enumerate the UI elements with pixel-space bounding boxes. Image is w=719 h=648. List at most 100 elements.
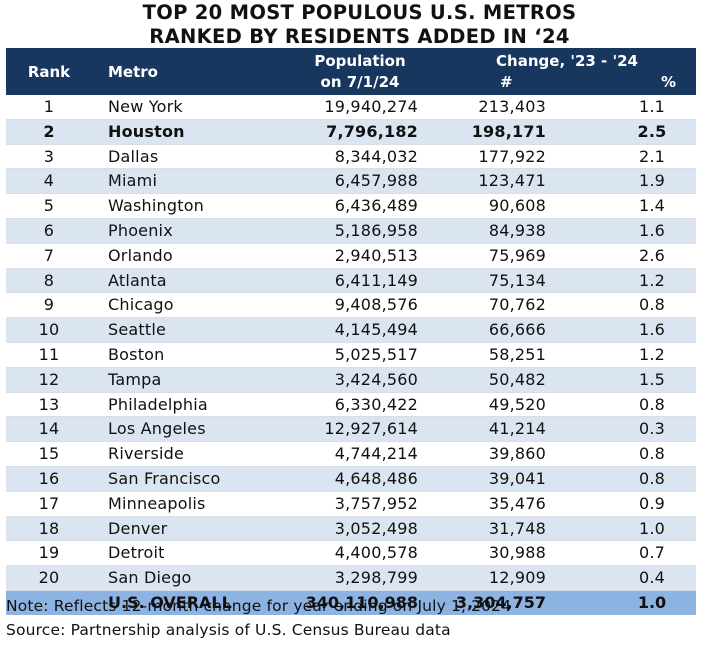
population-cell: 3,298,799: [282, 565, 438, 591]
population-cell: 9,408,576: [282, 292, 438, 319]
rank-cell: 16: [6, 466, 92, 492]
table-row: 16 San Francisco 4,648,486 39,041 0.8: [6, 466, 697, 492]
total-pct-cell: 1.0: [578, 590, 697, 615]
header-change-num: #: [500, 72, 513, 91]
title-line-1: TOP 20 MOST POPULOUS U.S. METROS: [142, 1, 577, 24]
rank-cell: 3: [6, 144, 92, 170]
rank-cell: 8: [6, 268, 92, 294]
population-cell: 6,457,988: [282, 168, 438, 195]
rank-cell: 20: [6, 565, 92, 591]
total-row: U.S. OVERALL 340,110,988 3,304,757 1.0: [6, 590, 697, 615]
pct-cell: 1.9: [578, 168, 697, 195]
pct-cell: 2.1: [578, 144, 697, 170]
table-row: 4 Miami 6,457,988 123,471 1.9: [6, 168, 697, 195]
rank-cell: 19: [6, 540, 92, 567]
table-row: 9 Chicago 9,408,576 70,762 0.8: [6, 292, 697, 319]
rank-cell: 5: [6, 193, 92, 219]
change-cell: 66,666: [438, 317, 578, 343]
pct-cell: 0.8: [578, 441, 697, 467]
total-metro-cell: U.S. OVERALL: [92, 590, 282, 615]
metro-cell: Phoenix: [92, 218, 282, 244]
pct-cell: 1.0: [578, 516, 697, 542]
rank-cell: 2: [6, 119, 92, 145]
metro-cell: Detroit: [92, 540, 282, 567]
change-cell: 30,988: [438, 540, 578, 567]
table-row: 18 Denver 3,052,498 31,748 1.0: [6, 516, 697, 542]
metro-cell: Riverside: [92, 441, 282, 467]
table-row: 13 Philadelphia 6,330,422 49,520 0.8: [6, 392, 697, 418]
change-cell: 70,762: [438, 292, 578, 319]
header-change-line1: Change, '23 - '24: [496, 51, 638, 70]
change-cell: 31,748: [438, 516, 578, 542]
chart-title: TOP 20 MOST POPULOUS U.S. METROS RANKED …: [0, 1, 719, 49]
metro-cell: New York: [92, 95, 282, 120]
population-cell: 5,186,958: [282, 218, 438, 244]
rank-cell: 17: [6, 491, 92, 517]
pct-cell: 0.8: [578, 466, 697, 492]
pct-cell: 0.8: [578, 292, 697, 319]
pct-cell: 2.5: [578, 119, 697, 145]
table-total: U.S. OVERALL 340,110,988 3,304,757 1.0: [6, 590, 697, 615]
rank-cell: 1: [6, 95, 92, 120]
pct-cell: 0.4: [578, 565, 697, 591]
change-cell: 90,608: [438, 193, 578, 219]
metro-cell: Washington: [92, 193, 282, 219]
header-rank: Rank: [6, 48, 92, 95]
change-cell: 12,909: [438, 565, 578, 591]
population-cell: 8,344,032: [282, 144, 438, 170]
population-cell: 3,424,560: [282, 367, 438, 393]
total-population-cell: 340,110,988: [282, 590, 438, 615]
change-cell: 75,134: [438, 268, 578, 294]
table-row: 15 Riverside 4,744,214 39,860 0.8: [6, 441, 697, 467]
metro-cell: Minneapolis: [92, 491, 282, 517]
rank-cell: 18: [6, 516, 92, 542]
table-header: Rank Metro Population on 7/1/24 Change, …: [6, 48, 697, 95]
table-row: 17 Minneapolis 3,757,952 35,476 0.9: [6, 491, 697, 517]
table-row: 1 New York 19,940,274 213,403 1.1: [6, 95, 697, 120]
table-row: 7 Orlando 2,940,513 75,969 2.6: [6, 243, 697, 269]
change-cell: 39,041: [438, 466, 578, 492]
table-row: 2 Houston 7,796,182 198,171 2.5: [6, 119, 697, 145]
population-cell: 6,330,422: [282, 392, 438, 418]
rank-cell: 9: [6, 292, 92, 319]
source-text: Source: Partnership analysis of U.S. Cen…: [6, 621, 451, 639]
pct-cell: 1.1: [578, 95, 697, 120]
population-cell: 2,940,513: [282, 243, 438, 269]
table-row: 5 Washington 6,436,489 90,608 1.4: [6, 193, 697, 219]
metro-cell: Tampa: [92, 367, 282, 393]
metro-cell: Dallas: [92, 144, 282, 170]
population-cell: 3,757,952: [282, 491, 438, 517]
metro-cell: Seattle: [92, 317, 282, 343]
rank-cell: 4: [6, 168, 92, 195]
rank-cell: 15: [6, 441, 92, 467]
rank-cell: 11: [6, 342, 92, 368]
metro-cell: Los Angeles: [92, 416, 282, 443]
table-row: 10 Seattle 4,145,494 66,666 1.6: [6, 317, 697, 343]
table-row: 20 San Diego 3,298,799 12,909 0.4: [6, 565, 697, 591]
footnotes: Note: Reflects 12-month change for year …: [6, 594, 511, 642]
table-row: 6 Phoenix 5,186,958 84,938 1.6: [6, 218, 697, 244]
pct-cell: 0.3: [578, 416, 697, 443]
pct-cell: 0.8: [578, 392, 697, 418]
pct-cell: 1.2: [578, 268, 697, 294]
metro-cell: Chicago: [92, 292, 282, 319]
pct-cell: 2.6: [578, 243, 697, 269]
change-cell: 58,251: [438, 342, 578, 368]
header-population-line2: on 7/1/24: [320, 72, 400, 91]
note-text: Note: Reflects 12-month change for year …: [6, 597, 512, 615]
header-population-line1: Population: [314, 51, 406, 70]
population-cell: 5,025,517: [282, 342, 438, 368]
table-body: 1 New York 19,940,274 213,403 1.1 2 Houston 7,7…: [6, 95, 697, 591]
pct-cell: 1.4: [578, 193, 697, 219]
population-cell: 4,145,494: [282, 317, 438, 343]
header-population: Population on 7/1/24: [282, 48, 438, 95]
metro-cell: Orlando: [92, 243, 282, 269]
pct-cell: 1.6: [578, 218, 697, 244]
change-cell: 49,520: [438, 392, 578, 418]
population-cell: 4,648,486: [282, 466, 438, 492]
change-cell: 123,471: [438, 168, 578, 195]
change-cell: 84,938: [438, 218, 578, 244]
table-row: 19 Detroit 4,400,578 30,988 0.7: [6, 540, 697, 567]
header-change-pct: %: [660, 72, 677, 91]
rank-cell: 14: [6, 416, 92, 443]
